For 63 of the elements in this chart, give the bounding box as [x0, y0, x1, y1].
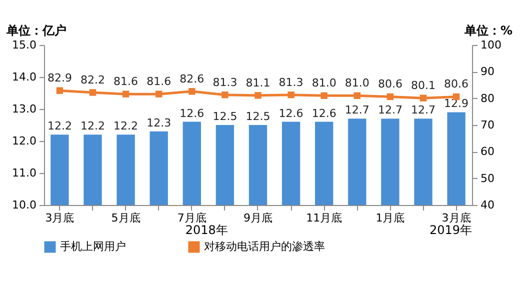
data-label: 82.2 — [80, 73, 105, 86]
x-tick-label: 11月底 — [306, 212, 342, 224]
point — [254, 92, 262, 99]
data-label: 12.7 — [344, 104, 370, 117]
y-tick-label: 10.0 — [12, 198, 36, 212]
data-label: 81.6 — [114, 75, 138, 88]
y2-tick-label: 70 — [480, 118, 494, 132]
x-tick-label: 9月底 — [244, 212, 272, 224]
data-label: 82.6 — [180, 72, 204, 86]
data-label: 81.0 — [312, 76, 336, 90]
point — [386, 93, 394, 100]
y2-tick-label: 100 — [480, 38, 502, 52]
legend-label: 手机上网用户 — [60, 240, 126, 253]
y-tick-label: 12.0 — [12, 134, 36, 148]
legend-label: 对移动电话用户的渗透率 — [204, 240, 325, 253]
text: 2018年 — [185, 223, 228, 237]
y2-tick-label: 50 — [480, 172, 494, 185]
data-label: 12.2 — [114, 120, 138, 133]
data-label: 80.1 — [411, 79, 436, 92]
data-label: 12.7 — [411, 104, 436, 117]
point — [288, 92, 294, 98]
point — [420, 94, 427, 102]
point — [89, 89, 96, 96]
data-label: 81.6 — [146, 75, 172, 88]
y-tick-label: 14.0 — [12, 70, 36, 84]
x-tick-label: 3月底 — [442, 212, 471, 224]
y2-tick-label: 80 — [480, 92, 494, 105]
data-label: 81.3 — [278, 76, 304, 89]
y2-tick-label: 40 — [480, 198, 494, 212]
x-tick-label: 3月底 — [45, 212, 74, 224]
data-label: 12.6 — [312, 106, 336, 120]
data-label: 82.9 — [47, 72, 72, 85]
point — [155, 90, 162, 98]
data-label: 12.5 — [212, 110, 238, 123]
y2-tick-label: 90 — [480, 65, 494, 78]
x-tick-label: 1月底 — [376, 212, 405, 224]
data-label: 12.6 — [180, 106, 204, 120]
data-label: 12.6 — [278, 106, 304, 120]
data-label: 12.2 — [80, 120, 105, 133]
data-label: 12.2 — [47, 120, 72, 133]
data-label: 80.6 — [444, 78, 469, 91]
point — [222, 92, 228, 98]
x-tick-label: 5月底 — [111, 212, 140, 224]
point — [354, 92, 361, 100]
data-label: 80.6 — [378, 78, 402, 91]
data-label: 12.7 — [378, 104, 402, 117]
y2-axis-title: 单位：% — [463, 24, 512, 38]
x-tick-label: 7月底 — [177, 212, 206, 224]
point — [122, 90, 130, 98]
y-axis-title: 单位：亿户 — [6, 24, 66, 38]
y-tick-label: 13.0 — [12, 102, 36, 116]
y-tick-label: 15.0 — [12, 38, 36, 52]
data-label: 12.5 — [246, 110, 270, 123]
data-label: 81.3 — [212, 76, 238, 89]
data-label: 12.3 — [146, 116, 172, 130]
data-label: 81.1 — [246, 76, 270, 90]
y2-tick-label: 60 — [480, 145, 494, 158]
y-tick-label: 11.0 — [12, 166, 36, 180]
data-label: 81.0 — [344, 76, 370, 90]
point — [320, 92, 328, 100]
point — [188, 88, 196, 95]
text: 2019年 — [429, 223, 472, 237]
point — [56, 87, 64, 94]
